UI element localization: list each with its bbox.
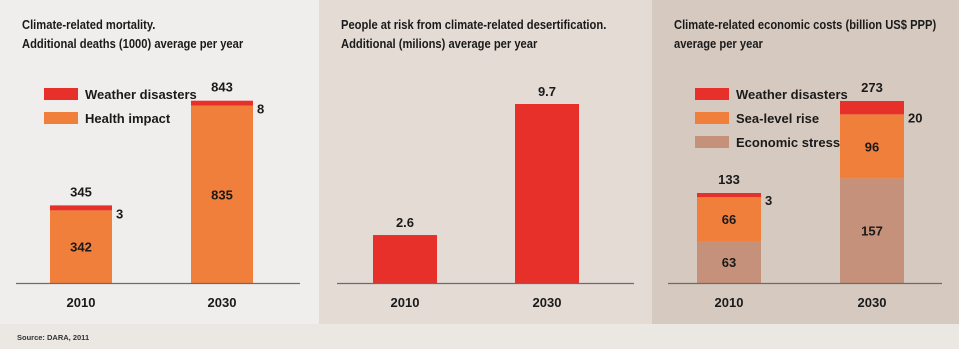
legend-label: Weather disasters	[85, 87, 197, 102]
chart-title-mortality: Climate-related mortality. Additional de…	[22, 15, 314, 53]
bar-2030-weather-disasters	[191, 100, 253, 106]
chart-mortality: 342 3 345 2010 835 8 843 2030 Weather disasters H…	[16, 80, 300, 310]
total-label: 133	[718, 172, 740, 187]
segment-label: 96	[865, 139, 879, 154]
x-tick-label: 2030	[208, 295, 237, 310]
chart-desertification: 2.6 2010 9.7 2030	[337, 84, 634, 310]
panel-mortality: Climate-related mortality. Additional de…	[0, 0, 319, 324]
chart-title-line: Climate-related mortality.	[22, 17, 156, 32]
bar-2030-value	[515, 104, 579, 283]
chart-title-line: Climate-related economic costs (billion …	[674, 17, 937, 32]
segment-label: 3	[116, 206, 123, 221]
bar-2030-health-impact	[191, 105, 253, 283]
chart-title-line: People at risk from climate-related dese…	[341, 17, 607, 32]
x-tick-label: 2030	[533, 295, 562, 310]
panel-desertification: People at risk from climate-related dese…	[319, 0, 652, 324]
legend-label: Sea-level rise	[736, 111, 819, 126]
value-label: 2.6	[396, 215, 414, 230]
legend-swatch	[695, 88, 729, 100]
x-tick-label: 2010	[391, 295, 420, 310]
segment-label: 20	[908, 110, 922, 125]
chart-title-line: average per year	[674, 36, 763, 51]
legend-swatch	[695, 112, 729, 124]
total-label: 273	[861, 80, 883, 95]
chart-title-economic-costs: Climate-related economic costs (billion …	[674, 15, 959, 53]
legend-label: Weather disasters	[736, 87, 848, 102]
legend-swatch	[44, 88, 78, 100]
segment-label: 66	[722, 212, 736, 227]
segment-label: 157	[861, 224, 883, 239]
bar-2030-sea-level-rise	[840, 114, 904, 179]
segment-label: 835	[211, 187, 233, 202]
bar-2030-weather-disasters	[840, 101, 904, 115]
chart-title-line: Additional deaths (1000) average per yea…	[22, 36, 244, 51]
chart-economic-costs: 63 66 3 133 2010 157 96 20 273 2030 Weather disast…	[668, 80, 942, 310]
segment-label: 3	[765, 193, 772, 208]
chart-title-line: Additional (milions) average per year	[341, 36, 538, 51]
total-label: 345	[70, 184, 92, 199]
segment-label: 63	[722, 255, 736, 270]
legend-label: Health impact	[85, 111, 171, 126]
chart-title-desertification: People at risk from climate-related dese…	[341, 15, 633, 53]
bar-2010-economic-stress	[697, 241, 761, 283]
x-tick-label: 2010	[67, 295, 96, 310]
bar-2010-value	[373, 235, 437, 283]
bar-2010-health-impact	[50, 210, 112, 283]
x-tick-label: 2030	[858, 295, 887, 310]
segment-label: 342	[70, 240, 92, 255]
value-label: 9.7	[538, 84, 556, 99]
legend-swatch	[44, 112, 78, 124]
x-tick-label: 2010	[715, 295, 744, 310]
source-note: Source: DARA, 2011	[17, 333, 90, 342]
panel-economic-costs: Climate-related economic costs (billion …	[652, 0, 959, 324]
segment-label: 8	[257, 102, 264, 117]
bar-2010-weather-disasters	[697, 193, 761, 197]
bar-2010-weather-disasters	[50, 205, 112, 211]
bar-2030-economic-stress	[840, 178, 904, 283]
total-label: 843	[211, 80, 233, 95]
legend-swatch	[695, 136, 729, 148]
bar-2010-sea-level-rise	[697, 197, 761, 241]
legend-label: Economic stress	[736, 135, 840, 150]
